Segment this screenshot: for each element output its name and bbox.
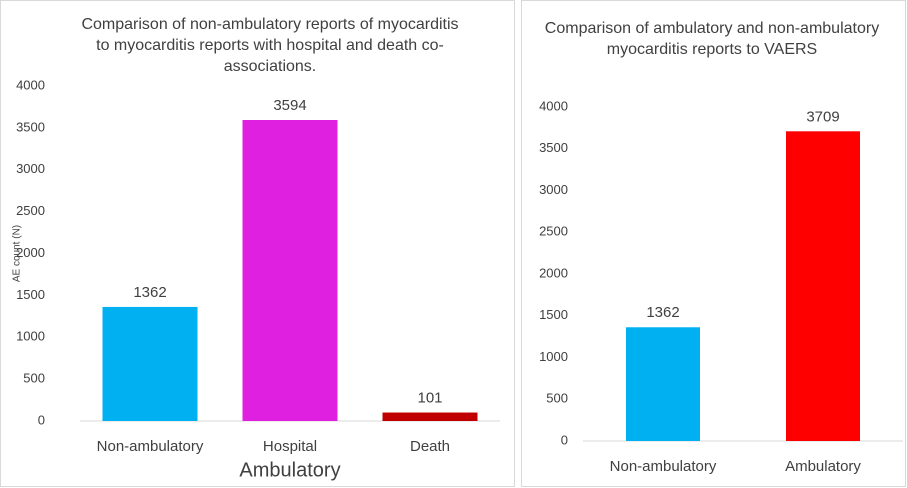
y-tick-label: 1000 bbox=[16, 329, 45, 344]
bar bbox=[242, 120, 338, 421]
y-axis-label: AE count (N) bbox=[12, 225, 23, 282]
bar bbox=[102, 306, 198, 421]
y-tick-label: 0 bbox=[38, 412, 45, 427]
y-tick-label: 2000 bbox=[16, 245, 45, 260]
chart-title: Comparison of non-ambulatory reports of … bbox=[81, 16, 459, 75]
y-tick-label: 1500 bbox=[539, 307, 568, 322]
y-tick-label: 4000 bbox=[16, 77, 45, 92]
y-tick-label: 500 bbox=[23, 371, 45, 386]
y-tick-label: 500 bbox=[546, 391, 568, 406]
x-tick-label: Hospital bbox=[263, 438, 317, 455]
x-axis-label: Ambulatory bbox=[239, 459, 340, 481]
data-label: 3709 bbox=[806, 108, 839, 125]
x-tick-label: Death bbox=[410, 438, 450, 455]
x-tick-label: Non-ambulatory bbox=[97, 438, 204, 455]
panel-border bbox=[521, 0, 906, 487]
bar bbox=[382, 412, 478, 421]
bar bbox=[786, 131, 860, 441]
data-label: 3594 bbox=[273, 97, 306, 114]
data-label: 101 bbox=[417, 390, 442, 407]
y-tick-label: 3000 bbox=[16, 161, 45, 176]
y-tick-label: 3000 bbox=[539, 182, 568, 197]
y-tick-label: 2000 bbox=[539, 265, 568, 280]
y-tick-label: 2500 bbox=[539, 224, 568, 239]
y-tick-label: 3500 bbox=[16, 119, 45, 134]
y-tick-label: 3500 bbox=[539, 140, 568, 155]
y-tick-label: 1500 bbox=[16, 287, 45, 302]
y-tick-label: 1000 bbox=[539, 349, 568, 364]
x-tick-label: Ambulatory bbox=[785, 458, 861, 475]
y-tick-label: 0 bbox=[561, 432, 568, 447]
data-label: 1362 bbox=[646, 304, 679, 321]
x-tick-label: Non-ambulatory bbox=[610, 458, 717, 475]
chart-title: Comparison of ambulatory and non-ambulat… bbox=[544, 20, 880, 58]
data-label: 1362 bbox=[133, 284, 166, 301]
panel-border bbox=[0, 0, 515, 487]
y-tick-label: 4000 bbox=[539, 98, 568, 113]
y-tick-label: 2500 bbox=[16, 203, 45, 218]
bar bbox=[626, 327, 700, 441]
